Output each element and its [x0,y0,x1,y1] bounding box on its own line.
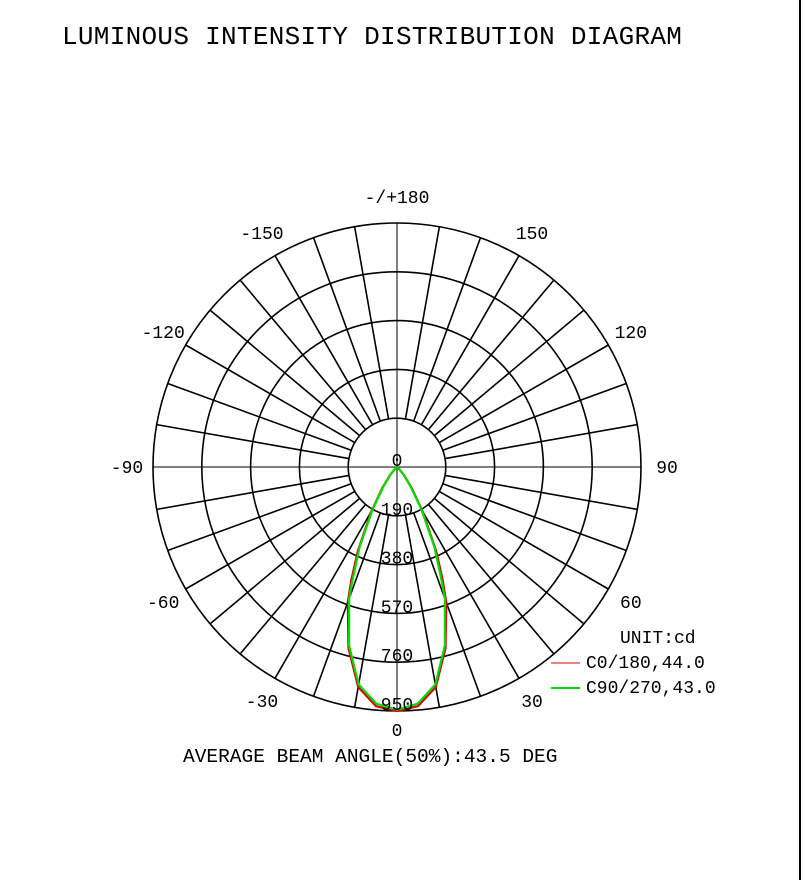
angle-tick-label: 90 [656,459,678,479]
grid-spoke [444,423,638,460]
radial-tick-label: 760 [381,647,413,667]
polar-grid [152,222,642,712]
angle-tick-label: 30 [521,693,543,713]
curves [346,466,448,713]
beam-angle-footer: AVERAGE BEAM ANGLE(50%):43.5 DEG [183,746,557,768]
grid-spoke [185,344,356,444]
angle-tick-label: -/+180 [365,189,430,209]
grid-spoke [438,344,609,444]
grid-spoke [412,237,482,422]
grid-spoke [353,514,390,708]
grid-spoke [156,423,350,460]
grid-spoke [404,226,441,420]
angle-tick-label: -120 [142,324,185,344]
angle-tick-label: 0 [392,722,403,742]
unit-label: UNIT:cd [620,629,696,649]
grid-spoke [420,255,520,426]
grid-spoke [209,497,361,625]
angle-tick-label: -90 [111,459,143,479]
chart-title: LUMINOUS INTENSITY DISTRIBUTION DIAGRAM [62,22,683,52]
legend-label-c90: C90/270,43.0 [586,679,716,699]
angle-tick-label: 120 [615,324,647,344]
grid-spoke [438,490,609,590]
grid-spoke [433,497,585,625]
grid-spoke [209,309,361,437]
grid-spoke [353,226,390,420]
radial-tick-label: 380 [381,550,413,570]
angle-tick-label: -30 [246,693,278,713]
series-curve-c90-270 [348,466,446,711]
grid-spoke [404,514,441,708]
radial-tick-label: 570 [381,598,413,618]
angle-tick-label: 150 [516,225,548,245]
grid-spoke [427,503,555,655]
grid-spoke [442,482,627,552]
grid-spoke [274,508,374,679]
grid-spoke [156,474,350,511]
labels: 0 190 380 570 760 950 -/+180 150 120 90 60 30 0 -30 -6… [111,189,678,742]
grid-spoke [239,279,367,431]
grid-spoke [420,508,520,679]
grid-spoke [312,237,382,422]
grid-spoke [167,482,352,552]
radial-tick-label: 190 [381,501,413,521]
angle-tick-label: 60 [620,594,642,614]
radial-tick-label: 950 [381,696,413,716]
angle-tick-label: -60 [147,594,179,614]
grid-spoke [444,474,638,511]
grid-spoke [167,382,352,452]
grid-spoke [274,255,374,426]
legend-label-c0: C0/180,44.0 [586,654,705,674]
grid-spoke [185,490,356,590]
grid-spoke [433,309,585,437]
grid-spoke [427,279,555,431]
radial-tick-label: 0 [392,452,403,472]
right-border [799,0,801,880]
grid-spoke [239,503,367,655]
angle-tick-label: -150 [240,225,283,245]
grid-spoke [442,382,627,452]
